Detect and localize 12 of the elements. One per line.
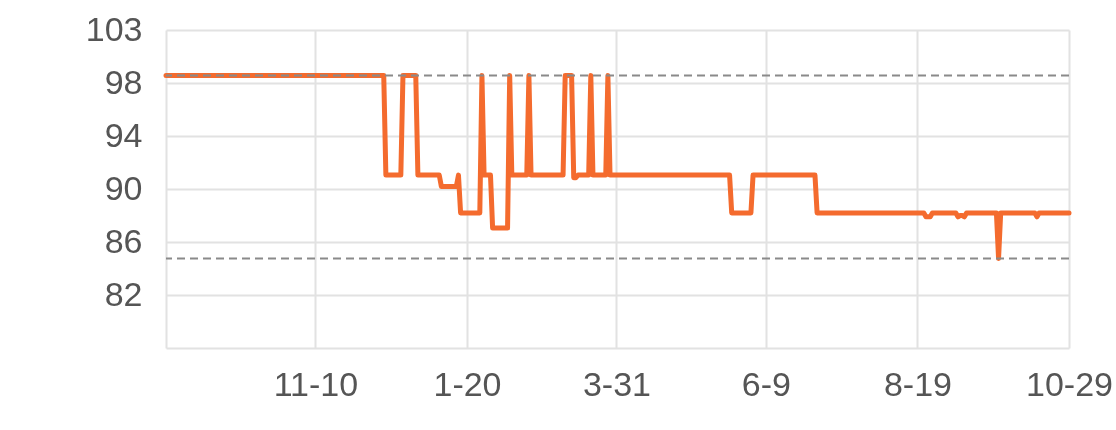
x-tick-label: 10-29: [1026, 364, 1113, 403]
x-tick-label: 6-9: [741, 364, 791, 403]
y-tick-label: 94: [104, 115, 143, 154]
y-tick-label: 90: [104, 168, 143, 207]
y-tick-label: 103: [85, 9, 143, 48]
y-tick-label: 86: [104, 221, 143, 260]
y-tick-label: 82: [104, 274, 143, 313]
x-tick-label: 8-19: [883, 364, 952, 403]
x-tick-label: 3-31: [582, 364, 651, 403]
x-tick-label: 1-20: [433, 364, 502, 403]
x-tick-label: 11-10: [273, 364, 359, 403]
y-tick-label: 98: [104, 62, 143, 101]
